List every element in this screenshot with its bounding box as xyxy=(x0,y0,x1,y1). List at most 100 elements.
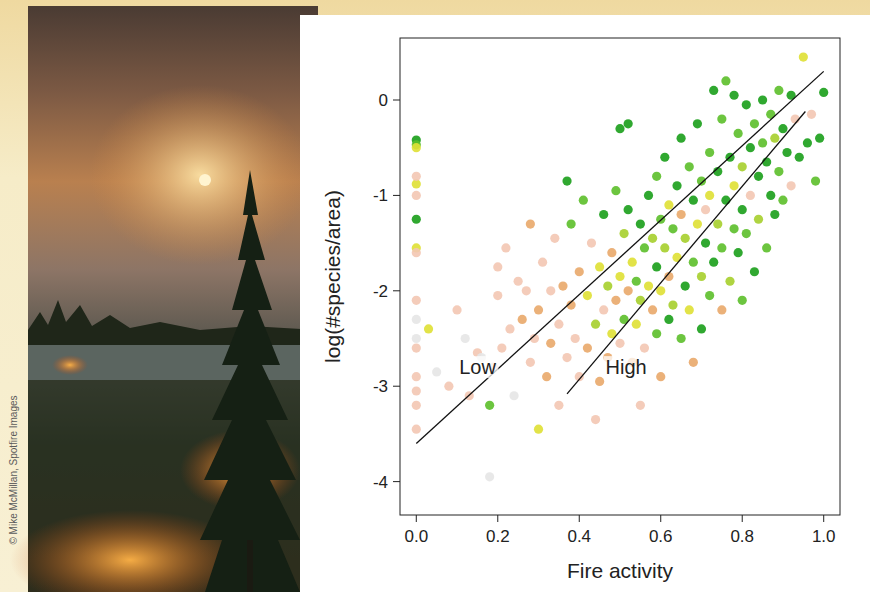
scatter-point xyxy=(534,425,543,434)
scatter-point xyxy=(754,172,763,181)
y-tick xyxy=(393,481,400,482)
scatter-point xyxy=(550,234,559,243)
scatter-point xyxy=(697,272,706,281)
scatter-points xyxy=(412,52,829,481)
scatter-point xyxy=(795,153,804,162)
scatter-point xyxy=(607,248,616,257)
scatter-point xyxy=(412,296,421,305)
y-axis-title: log(#species/area) xyxy=(321,190,344,363)
scatter-point xyxy=(538,258,547,267)
scatter-point xyxy=(766,191,775,200)
scatter-point xyxy=(509,391,518,400)
scatter-point xyxy=(677,334,686,343)
label-patch xyxy=(457,356,498,378)
trend-line xyxy=(416,71,823,443)
scatter-point xyxy=(729,91,738,100)
scatter-point xyxy=(729,224,738,233)
scatter-point xyxy=(672,181,681,190)
scatter-point xyxy=(558,281,567,290)
x-tick xyxy=(823,515,824,522)
scatter-point xyxy=(734,129,743,138)
scatter-point xyxy=(542,372,551,381)
scatter-point xyxy=(562,353,571,362)
scatter-point xyxy=(668,301,677,310)
scatter-point xyxy=(746,191,755,200)
scatter-point xyxy=(701,239,710,248)
data-area xyxy=(412,52,829,481)
scatter-point xyxy=(615,272,624,281)
scatter-point xyxy=(758,138,767,147)
scatter-point xyxy=(619,229,628,238)
scatter-point xyxy=(432,367,441,376)
label-patch xyxy=(604,356,649,378)
x-axis-title: Fire activity xyxy=(567,559,674,582)
scatter-point xyxy=(501,243,510,252)
scatter-point xyxy=(615,124,624,133)
scatter-point xyxy=(412,372,421,381)
scatter-point xyxy=(518,315,527,324)
scatter-point xyxy=(660,243,669,252)
photo-sky xyxy=(28,6,318,592)
scatter-point xyxy=(636,401,645,410)
scatter-point xyxy=(738,162,747,171)
scatter-point xyxy=(546,286,555,295)
scatter-point xyxy=(562,177,571,186)
scatter-point xyxy=(770,210,779,219)
x-tick xyxy=(416,515,417,522)
line-label: Low xyxy=(459,356,496,378)
scatter-point xyxy=(697,177,706,186)
scatter-point xyxy=(681,234,690,243)
scatter-point xyxy=(644,191,653,200)
scatter-point xyxy=(750,267,759,276)
scatter-point xyxy=(412,172,421,181)
scatter-point xyxy=(571,334,580,343)
scatter-point xyxy=(713,219,722,228)
scatter-point xyxy=(742,100,751,109)
photo-tree xyxy=(200,170,300,592)
scatter-point xyxy=(522,286,531,295)
scatter-point xyxy=(664,315,673,324)
scatter-point xyxy=(717,305,726,314)
scatter-point xyxy=(493,262,502,271)
slide: © Mike McMillan, Spotfire ImagesLowHigh0… xyxy=(0,0,870,592)
scatter-point xyxy=(664,200,673,209)
photo-fire xyxy=(52,355,88,375)
scatter-point xyxy=(624,286,633,295)
y-tick xyxy=(393,195,400,196)
x-tick xyxy=(660,515,661,522)
scatter-point xyxy=(583,343,592,352)
x-tick-label: 0.2 xyxy=(486,527,510,546)
scatter-point xyxy=(705,148,714,157)
scatter-point xyxy=(554,320,563,329)
photo-sun xyxy=(199,174,211,186)
scatter-point xyxy=(689,196,698,205)
y-tick-label: -2 xyxy=(373,282,388,301)
scatter-point xyxy=(595,262,604,271)
x-tick-label: 0.4 xyxy=(567,527,591,546)
scatter-point xyxy=(587,239,596,248)
scatter-point xyxy=(721,196,730,205)
scatter-point xyxy=(811,177,820,186)
x-tick xyxy=(497,515,498,522)
scatter-point xyxy=(697,324,706,333)
scatter-point xyxy=(424,324,433,333)
photo-treeline xyxy=(28,300,318,345)
photo-glow xyxy=(90,85,310,265)
scatter-point xyxy=(648,305,657,314)
scatter-point xyxy=(485,472,494,481)
scatter-point xyxy=(738,296,747,305)
scatter-point xyxy=(746,143,755,152)
scatter-point xyxy=(729,181,738,190)
x-tick-label: 0.8 xyxy=(730,527,754,546)
y-tick-label: -4 xyxy=(373,473,388,492)
scatter-point xyxy=(652,329,661,338)
y-tick xyxy=(393,290,400,291)
x-tick-label: 0.6 xyxy=(649,527,673,546)
scatter-point xyxy=(579,196,588,205)
scatter-point xyxy=(734,248,743,257)
scatter-point xyxy=(412,386,421,395)
scatter-point xyxy=(526,219,535,228)
scatter-point xyxy=(681,281,690,290)
slide-background xyxy=(0,0,870,592)
scatter-point xyxy=(750,119,759,128)
